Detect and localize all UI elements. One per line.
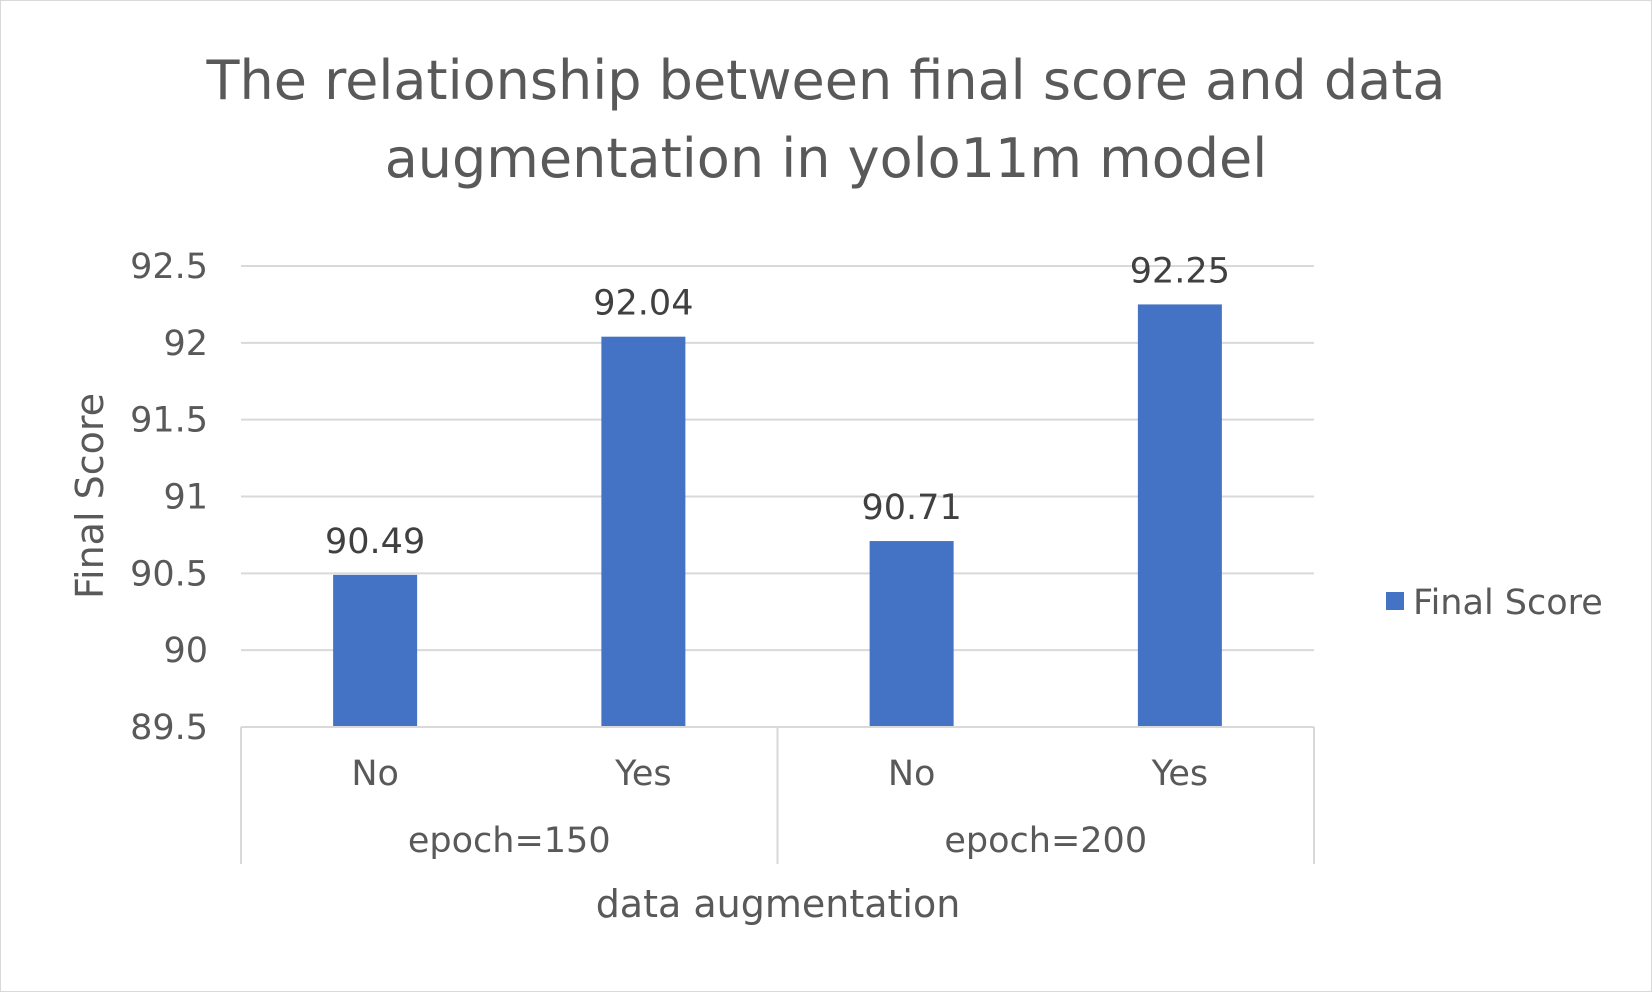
chart-title-line-2: augmentation in yolo11m model <box>385 127 1268 190</box>
gridlines <box>241 265 1314 728</box>
legend-label: Final Score <box>1413 583 1603 623</box>
y-tick-label: 91.5 <box>130 401 208 441</box>
y-axis-tick-labels: 89.5 90 90.5 91 91.5 92 92.5 <box>130 247 208 748</box>
data-label: 90.49 <box>325 522 425 562</box>
data-label: 90.71 <box>862 488 962 528</box>
y-tick-label: 92.5 <box>130 247 208 287</box>
x-axis-title: data augmentation <box>596 882 961 926</box>
x-category-label: No <box>351 754 399 794</box>
x-category-label: No <box>888 754 936 794</box>
x-group-label: epoch=200 <box>944 821 1147 861</box>
y-tick-label: 89.5 <box>130 708 208 748</box>
bar <box>869 541 954 727</box>
x-category-label: Yes <box>614 754 672 794</box>
data-labels: 90.49 92.04 90.71 92.25 <box>325 251 1230 561</box>
x-category-label: Yes <box>1151 754 1209 794</box>
bar <box>1137 304 1222 727</box>
y-tick-label: 91 <box>163 478 208 518</box>
legend: Final Score <box>1386 583 1603 623</box>
bars <box>333 304 1222 727</box>
data-label: 92.25 <box>1130 251 1230 291</box>
x-group-label: epoch=150 <box>408 821 611 861</box>
bar <box>601 336 686 727</box>
chart-title-line-1: The relationship between final score and… <box>206 49 1446 112</box>
y-tick-label: 90 <box>163 631 208 671</box>
data-label: 92.04 <box>593 284 693 324</box>
y-tick-label: 90.5 <box>130 554 208 594</box>
y-axis-title: Final Score <box>68 393 112 599</box>
legend-swatch <box>1386 592 1404 610</box>
bar <box>333 574 418 727</box>
y-tick-label: 92 <box>163 324 208 364</box>
